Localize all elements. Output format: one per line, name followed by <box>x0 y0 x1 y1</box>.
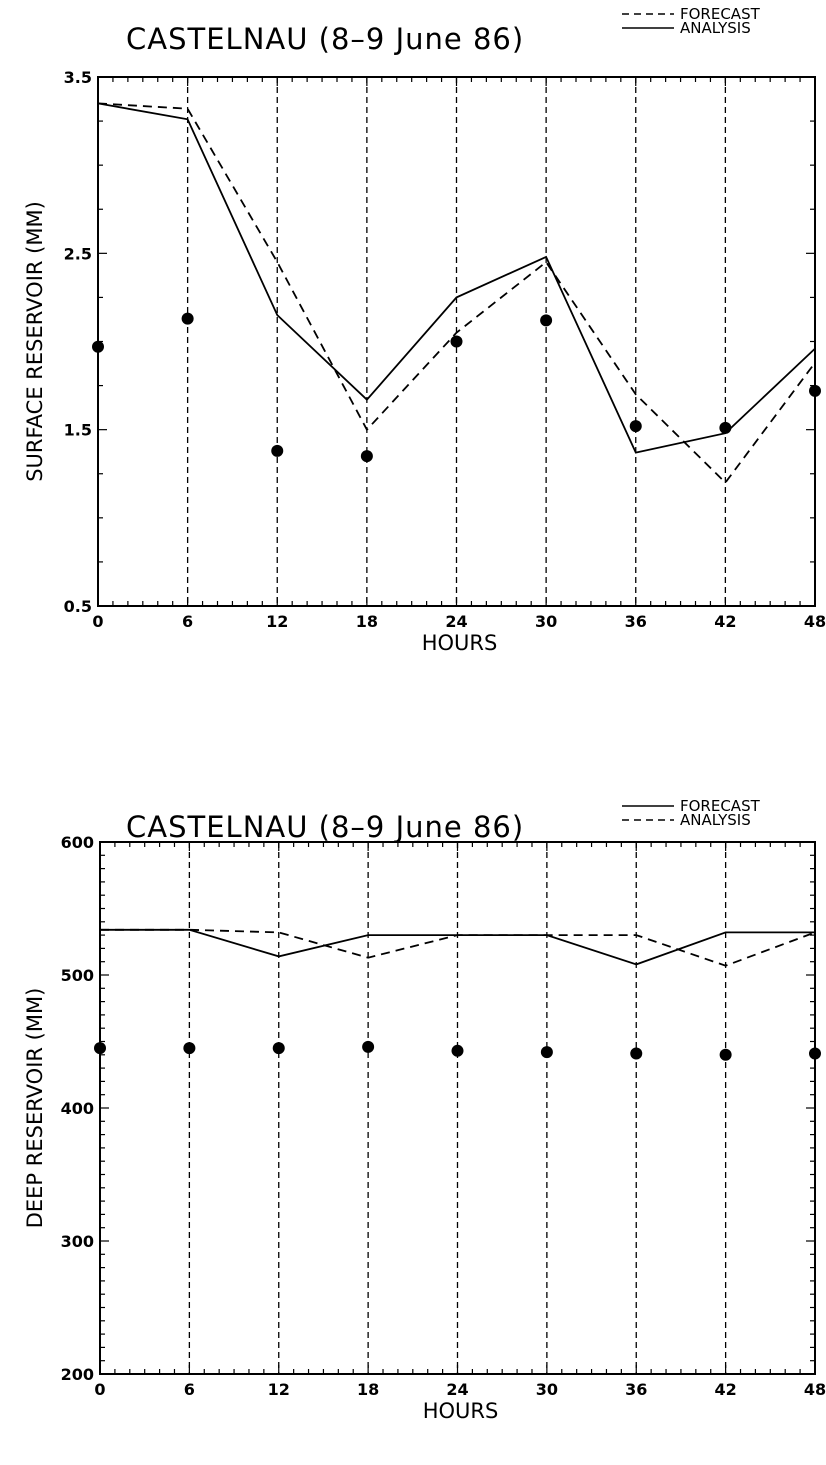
chart-1-observation-point <box>809 384 821 397</box>
chart-1-observation-point <box>450 335 463 348</box>
chart-1-xtick-label: 48 <box>804 612 826 631</box>
chart-2-ytick-label: 500 <box>61 966 94 985</box>
chart-2-ytick-label: 600 <box>61 833 94 852</box>
chart-2-observation-point <box>630 1047 643 1060</box>
chart-2-xtick-label: 30 <box>536 1380 558 1399</box>
chart-1-ytick-label: 0.5 <box>64 597 92 616</box>
chart-1-ytick-label: 2.5 <box>64 244 92 263</box>
chart-1-observation-point <box>629 420 642 433</box>
chart-2-ytick-label: 200 <box>61 1365 94 1384</box>
chart-2-legend-label-2: ANALYSIS <box>680 811 751 829</box>
chart-1-observation-point <box>92 340 104 353</box>
chart-2-xlabel: HOURS <box>423 1399 499 1423</box>
chart-2-xtick-label: 36 <box>625 1380 647 1399</box>
chart-1-ylabel: SURFACE RESERVOIR (MM) <box>23 201 47 482</box>
chart-1-xtick-label: 18 <box>356 612 378 631</box>
chart-2-ylabel: DEEP RESERVOIR (MM) <box>23 988 47 1229</box>
chart-2-observation-point <box>809 1047 821 1060</box>
chart-2-ytick-label: 300 <box>61 1232 94 1251</box>
chart-1-observation-point <box>540 314 553 327</box>
chart-1-legend-label-2: ANALYSIS <box>680 19 751 37</box>
chart-2-observation-point <box>719 1048 732 1061</box>
chart-2-xtick-label: 0 <box>94 1380 105 1399</box>
chart-2-legend-label-1: FORECAST <box>680 797 761 815</box>
chart-1-title: CASTELNAU (8–9 June 86) <box>126 22 524 56</box>
chart-1-ytick-label: 3.5 <box>64 68 92 87</box>
chart-1-observation-point <box>271 444 284 457</box>
chart-2-observation-point <box>183 1042 196 1055</box>
chart-1-xtick-label: 24 <box>445 612 467 631</box>
chart-1-legend-label-1: FORECAST <box>680 5 761 23</box>
chart-2-xtick-label: 42 <box>714 1380 736 1399</box>
chart-2-observation-point <box>94 1042 106 1055</box>
chart-1-observation-point <box>360 450 373 463</box>
chart-2-observation-point <box>451 1044 464 1057</box>
chart-1-xtick-label: 6 <box>182 612 193 631</box>
chart-1-xtick-label: 30 <box>535 612 557 631</box>
chart-2-xtick-label: 24 <box>446 1380 468 1399</box>
chart-1-xtick-label: 0 <box>92 612 103 631</box>
chart-1-observation-point <box>719 421 732 434</box>
chart-2-xtick-label: 12 <box>268 1380 290 1399</box>
chart-2-series-analysis-line <box>100 928 816 967</box>
chart-1-xlabel: HOURS <box>422 631 498 655</box>
chart-2-observation-point <box>362 1040 375 1053</box>
chart-2-observation-point <box>540 1046 553 1059</box>
chart-2-xtick-label: 6 <box>184 1380 195 1399</box>
chart-1-series-analysis-line <box>97 102 816 454</box>
chart-2-xtick-label: 48 <box>804 1380 826 1399</box>
chart-1-series-forecast-line <box>97 102 816 484</box>
chart-2-xtick-label: 18 <box>357 1380 379 1399</box>
chart-2-observation-point <box>272 1042 285 1055</box>
chart-1-ytick-label: 1.5 <box>64 421 92 440</box>
chart-1-xtick-label: 36 <box>625 612 647 631</box>
chart-1-observation-point <box>181 312 194 325</box>
chart-2-title: CASTELNAU (8–9 June 86) <box>126 810 524 844</box>
chart-1-xtick-label: 12 <box>266 612 288 631</box>
chart-2-ytick-label: 400 <box>61 1099 94 1118</box>
chart-1-xtick-label: 42 <box>714 612 736 631</box>
